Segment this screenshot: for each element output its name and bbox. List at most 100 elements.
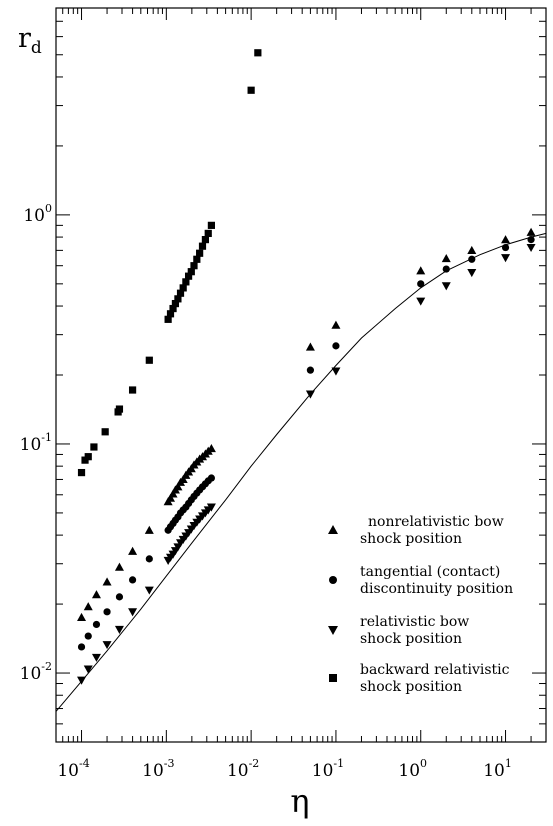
x-tick-label-base: 10 [142,761,164,781]
y-tick-label-exponent: 0 [45,202,52,215]
data-point-circle [332,342,340,350]
data-point-triangle-down [144,586,154,595]
data-point-triangle-up [144,525,154,534]
data-point-triangle-up [166,493,176,502]
x-tick-label-exponent: -2 [249,757,260,770]
x-tick-label: 10-2 [227,757,259,781]
data-point-triangle-down [128,608,138,617]
y-tick-label-exponent: -2 [41,660,52,673]
data-point-circle [103,608,111,616]
data-point-square [184,272,193,280]
data-point-circle [468,255,476,263]
data-point-triangle-up [77,612,87,621]
data-point-circle [115,593,124,601]
data-point-triangle-up [128,546,138,555]
legend-label-line2: shock position [360,531,462,547]
y-tick-label: 100 [23,202,52,226]
data-point-triangle-up [206,444,216,453]
y-tick-label-base: 10 [20,435,42,455]
data-point-circle [77,643,86,651]
data-point-triangle-up [83,602,93,611]
legend-label-line1: relativistic bow [360,614,469,630]
data-point-circle [128,576,137,584]
axis-ticks [55,7,547,743]
legend-label-line1: nonrelativistic bow [368,514,504,530]
data-point-triangle-up [416,266,426,275]
data-point-triangle-up [178,474,188,484]
data-point-square [166,310,175,318]
plot-border [55,7,547,743]
data-point-triangle-up [331,320,341,329]
plot-frame [55,7,547,743]
x-tick-label: 10-3 [142,757,174,781]
legend-label-line1: backward relativistic [360,662,510,678]
data-point-square [254,49,262,57]
data-point-circle [207,474,216,482]
data-point-triangle-down [114,625,124,634]
y-tick-label-base: 10 [20,664,42,684]
fit-curve-layer [55,232,547,712]
data-point-square [247,86,255,94]
data-point-triangle-down [83,665,93,674]
data-point-circle [417,280,425,288]
y-tick-label: 10-1 [20,431,52,455]
x-tick-label: 101 [483,757,512,781]
data-point-square [84,453,92,461]
legend-label-line2: shock position [360,679,462,695]
x-tick-label-base: 10 [227,761,249,781]
data-point-circle [306,366,315,374]
y-axis-title-sub: d [31,38,42,58]
data-point-square [171,299,180,308]
data-point-circle [442,265,450,273]
data-point-triangle-down [441,282,451,291]
legend-label-line2: discontinuity position [360,581,513,597]
data-point-triangle-up [501,235,511,244]
data-point-triangle-up [173,482,183,491]
y-axis-title-main: r [18,23,31,54]
data-point-circle [527,235,535,244]
y-axis-title: rd [18,23,42,58]
data-point-square [190,262,198,270]
x-tick-label: 10-4 [57,757,89,781]
x-tick-label-exponent: 0 [420,757,427,770]
data-point-triangle-down [91,653,101,662]
data-point-triangle-up [441,254,451,263]
data-point-square [182,278,190,286]
data-point-circle [92,620,101,629]
x-tick-label-base: 10 [398,761,420,781]
data-point-triangle-up [114,562,124,571]
data-point-square [201,235,210,244]
y-tick-label-base: 10 [23,206,45,226]
data-point-triangle-down [467,268,477,278]
data-point-triangle-down [501,254,511,263]
fit-curve [55,232,547,712]
data-point-triangle-down [331,367,341,376]
data-point-circle [145,555,153,563]
data-point-square [179,284,187,292]
legend-marker-triangle-down [328,626,338,635]
data-point-triangle-up [91,590,101,599]
data-point-triangle-up [526,227,536,236]
x-tick-label-base: 10 [57,761,79,781]
y-tick-label-exponent: -1 [41,431,52,444]
legend-marker-triangle-up [328,525,338,534]
data-point-square [198,242,207,250]
data-point-triangle-down [305,390,315,399]
data-point-triangle-up [102,577,112,586]
data-point-square [77,468,86,477]
x-tick-label-exponent: 1 [505,757,512,770]
data-point-square [187,268,195,276]
data-point-square [169,304,177,313]
data-point-triangle-down [206,503,216,512]
data-point-triangle-down [77,676,87,685]
data-points-layer [77,49,536,685]
data-point-square [145,356,153,364]
data-point-square [207,221,216,229]
x-axis-title: η [290,782,309,820]
legend-label-line2: shock position [360,631,462,647]
data-point-square [128,386,137,394]
legend-label-line1: tangential (contact) [360,564,500,580]
